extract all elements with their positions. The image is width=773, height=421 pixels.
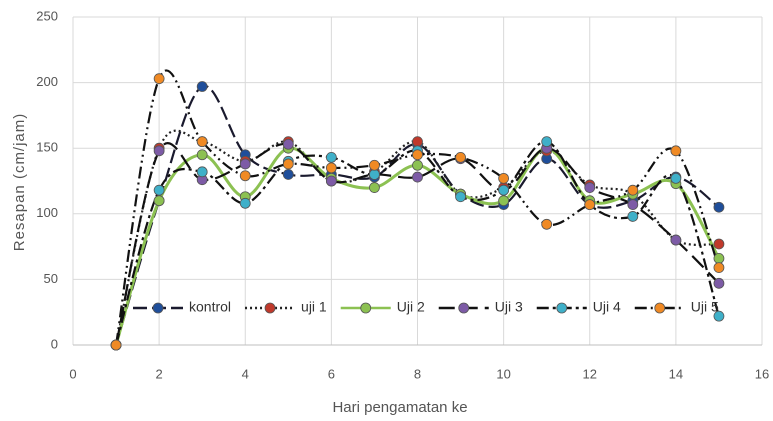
x-tick-label: 6 <box>328 366 335 381</box>
marker <box>498 172 510 184</box>
marker <box>627 211 639 222</box>
marker <box>455 191 466 203</box>
legend-marker <box>264 302 276 314</box>
legend-marker <box>654 302 666 314</box>
marker <box>584 199 596 211</box>
marker <box>412 159 423 171</box>
legend-label: Uji 5 <box>691 299 719 315</box>
x-tick-label: 14 <box>669 366 683 381</box>
legend-label: Uji 4 <box>593 299 621 315</box>
marker <box>196 136 208 148</box>
marker <box>412 149 423 161</box>
marker <box>239 197 251 209</box>
marker <box>196 81 208 92</box>
y-tick-label: 50 <box>44 271 58 286</box>
marker <box>627 199 639 211</box>
marker <box>282 158 294 170</box>
x-tick-label: 8 <box>414 366 421 381</box>
marker <box>239 158 251 170</box>
marker <box>498 184 510 196</box>
x-tick-label: 10 <box>496 366 510 381</box>
y-tick-label: 250 <box>36 8 58 23</box>
marker <box>627 184 639 196</box>
marker <box>282 169 294 180</box>
marker <box>713 238 725 250</box>
legend-marker <box>152 302 164 314</box>
series-line <box>114 142 720 346</box>
series-line <box>115 85 720 346</box>
marker <box>153 73 165 85</box>
marker <box>325 162 337 174</box>
legend: kontrol uji 1 Uji 2 Uji 3 Uji 4 Uji 5 <box>133 299 719 315</box>
x-tick-label: 16 <box>755 366 769 381</box>
marker <box>153 195 165 207</box>
marker <box>713 262 725 273</box>
marker <box>670 234 682 246</box>
marker <box>670 172 682 184</box>
legend-label: Uji 2 <box>397 299 425 315</box>
y-axis-label: Resapan (cm/jam) <box>11 113 28 252</box>
y-tick-label: 0 <box>51 336 58 351</box>
marker <box>325 151 337 163</box>
marker <box>498 195 510 207</box>
marker <box>239 170 251 182</box>
y-tick-label: 150 <box>36 140 58 155</box>
marker <box>541 218 553 230</box>
marker <box>369 169 380 180</box>
marker <box>412 136 423 148</box>
marker <box>369 182 380 193</box>
marker <box>153 184 165 196</box>
marker <box>196 166 208 178</box>
legend-label: uji 1 <box>301 299 327 315</box>
marker <box>584 182 596 193</box>
x-tick-label: 4 <box>242 366 249 381</box>
marker <box>541 136 553 148</box>
x-tick-label: 12 <box>583 366 597 381</box>
marker <box>455 151 466 163</box>
legend-marker <box>556 302 568 314</box>
series-line <box>114 129 720 346</box>
y-tick-label: 200 <box>36 74 58 89</box>
marker <box>670 145 682 157</box>
marker <box>325 175 337 187</box>
marker <box>153 145 165 157</box>
legend-marker <box>360 302 372 314</box>
x-tick-label: 2 <box>156 366 163 381</box>
marker <box>412 171 423 183</box>
x-axis-label: Hari pengamatan ke <box>332 399 467 416</box>
marker <box>713 253 725 264</box>
marker <box>196 149 208 161</box>
marker <box>713 201 725 213</box>
marker <box>110 339 122 351</box>
marker <box>713 310 725 322</box>
marker <box>713 277 725 289</box>
x-tick-label: 0 <box>69 366 76 381</box>
marker <box>369 159 380 171</box>
y-tick-label: 100 <box>36 205 58 220</box>
legend-marker <box>458 302 470 314</box>
legend-label: kontrol <box>189 299 231 315</box>
legend-label: Uji 3 <box>495 299 523 315</box>
marker <box>282 138 294 150</box>
